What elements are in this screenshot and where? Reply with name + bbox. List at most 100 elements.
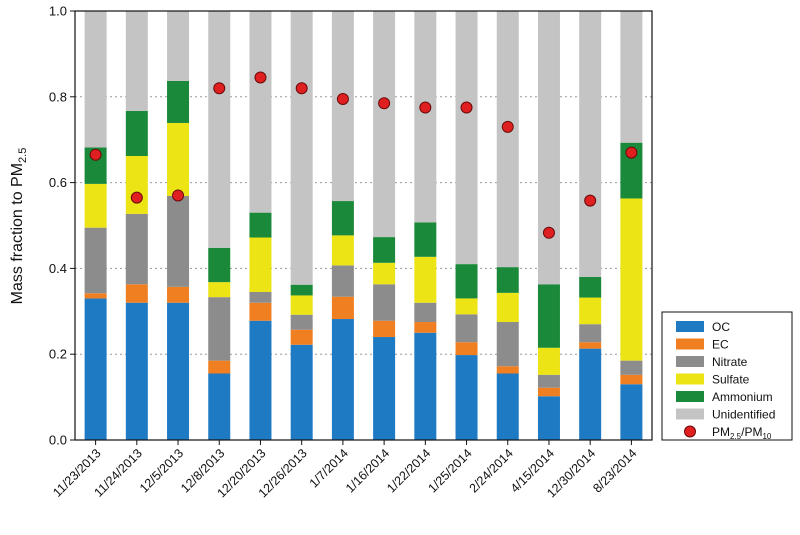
legend-swatch-ec [676,338,704,350]
legend-swatch-ratio [684,425,696,438]
bar-segment-unidentified [84,11,107,148]
bar-segment-nitrate [125,213,148,285]
legend-label-ec: EC [712,338,729,352]
ratio-marker [625,146,638,159]
bar-segment-sulfate [208,282,231,298]
bar-segment-ammonium [373,237,396,263]
bars [84,11,643,440]
bar-segment-ec [537,387,560,397]
bar-segment-ec [620,374,643,385]
bar-segment-nitrate [290,314,313,330]
bar-segment-ammonium [579,276,602,298]
bar-segment-ec [579,342,602,349]
y-tick-label: 0.0 [49,433,67,448]
bar-segment-oc [373,337,396,440]
bar-segment-nitrate [373,284,396,321]
bar-segment-unidentified [620,11,643,143]
bar-segment-nitrate [455,314,478,343]
bar-segment-unidentified [290,11,313,285]
y-axis-label: Mass fraction to PM2.5 [9,148,29,305]
bar-segment-nitrate [620,360,643,375]
bar-segment-ammonium [208,247,231,283]
bar-segment-nitrate [579,324,602,343]
y-tick-label: 0.2 [49,347,67,362]
bar-segment-oc [125,302,148,440]
bar-segment-ammonium [455,264,478,299]
bar-segment-oc [249,320,272,440]
bar-segment-nitrate [249,291,272,303]
x-tick-label: 1/16/2014 [343,446,392,495]
bar-segment-oc [579,348,602,440]
bar-segment-sulfate [84,183,107,228]
ratio-marker [584,194,597,207]
bar-segment-unidentified [208,11,231,248]
legend-label-nitrate: Nitrate [712,355,748,369]
bar-segment-ammonium [249,212,272,238]
ratio-marker [542,226,555,239]
ratio-marker [172,189,185,202]
ratio-marker [419,101,432,114]
bar-segment-sulfate [414,256,437,303]
bar-segment-sulfate [537,347,560,375]
bar-segment-sulfate [579,297,602,325]
bar-segment-ec [84,293,107,299]
x-axis-ticks: 11/23/201311/24/201312/5/201312/8/201312… [50,440,640,500]
legend-label-ratio: PM2.5/PM10 [712,425,772,441]
legend-swatch-unidentified [676,408,704,420]
y-tick-label: 0.6 [49,175,67,190]
x-tick-label: 2/24/2014 [467,446,516,495]
bar-segment-unidentified [373,11,396,238]
legend-swatch-nitrate [676,356,704,367]
bar-segment-nitrate [414,302,437,323]
bar-segment-ec [455,342,478,356]
x-tick-label: 1/22/2014 [384,446,433,495]
legend-swatch-ammonium [676,391,704,402]
y-tick-label: 0.8 [49,89,67,104]
y-tick-label: 1.0 [49,4,67,19]
bar-segment-ammonium [496,267,519,293]
ratio-marker [130,191,143,204]
legend-label-sulfate: Sulfate [712,373,750,387]
bar-segment-ammonium [331,201,354,236]
y-axis-ticks: 0.0 0.2 0.4 0.6 0.8 1.0 [49,4,75,448]
bar-segment-ammonium [620,142,643,199]
legend-swatch-sulfate [676,373,704,385]
bar-segment-ammonium [125,110,148,157]
ratio-marker [89,148,102,161]
legend: OC EC Nitrate Sulfate Ammonium Unidentified PM… [661,311,793,441]
bar-segment-nitrate [537,374,560,388]
bar-segment-oc [208,373,231,440]
gridlines [75,96,652,355]
ratio-marker [460,101,473,114]
bar-segment-oc [167,302,190,440]
bar-segment-ec [125,284,148,303]
ratio-marker [213,82,226,95]
bar-segment-ec [331,296,354,320]
bar-segment-oc [331,319,354,440]
bar-segment-oc [537,396,560,440]
bar-segment-sulfate [373,262,396,285]
x-tick-label: 1/25/2014 [425,446,474,495]
bar-segment-oc [620,384,643,440]
legend-label-unidentified: Unidentified [712,408,775,422]
legend-label-oc: OC [712,320,730,334]
bar-segment-ec [414,322,437,333]
bar-segment-ec [373,320,396,338]
bar-segment-unidentified [331,11,354,202]
bar-segment-ec [249,302,272,321]
ratio-marker [295,82,308,95]
legend-label-ammonium: Ammonium [712,390,773,404]
y-tick-label: 0.4 [49,261,67,276]
bar-segment-sulfate [331,235,354,266]
bar-segment-sulfate [620,198,643,361]
ratio-marker [254,71,267,84]
bar-segment-nitrate [167,195,190,287]
bar-segment-nitrate [208,297,231,361]
bar-segment-ammonium [414,222,437,257]
ratio-marker [378,97,391,110]
bar-segment-nitrate [496,322,519,367]
plot-frame [74,10,653,441]
bar-segment-ammonium [167,80,190,123]
bar-segment-ammonium [290,284,313,296]
